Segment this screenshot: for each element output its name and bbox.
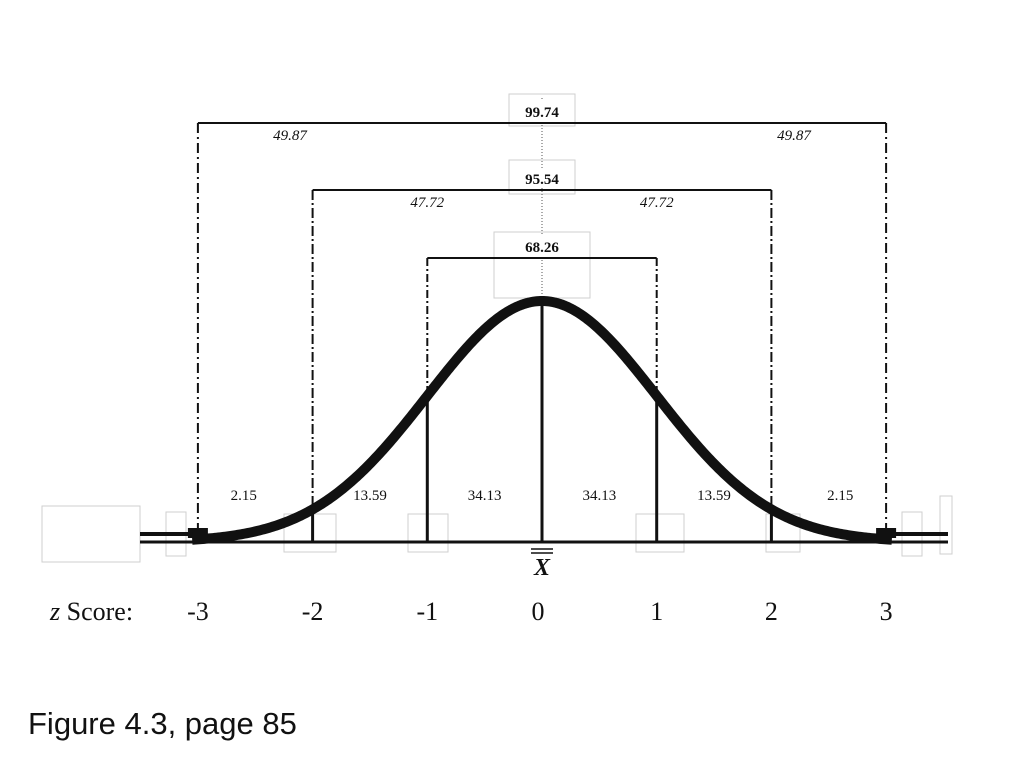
x-axis-label: z Score: <box>49 597 133 626</box>
segment-percent-label: 34.13 <box>468 488 502 504</box>
x-axis <box>140 532 948 544</box>
segment-percent-label: 13.59 <box>697 488 731 504</box>
x-tick-label: 0 <box>532 597 545 626</box>
x-tick-label: -3 <box>187 597 209 626</box>
segment-percent-label: 2.15 <box>827 488 853 504</box>
x-tick-label: 2 <box>765 597 778 626</box>
bracket-total-label: 68.26 <box>525 240 559 256</box>
curve-end-marker <box>187 528 208 538</box>
curve-end-marker <box>876 528 897 538</box>
scan-artifact-box <box>41 505 141 563</box>
x-tick-label: -1 <box>416 597 438 626</box>
normal-distribution-chart: 68.26 95.54 47.72 47.72 99.74 49.87 49.87 2.15 1… <box>41 93 953 626</box>
scan-artifact-box <box>939 495 953 555</box>
bracket-total-label: 99.74 <box>525 105 559 121</box>
x-tick-label: -2 <box>302 597 324 626</box>
bracket-left-half-label: 49.87 <box>273 128 308 144</box>
scan-artifact-box <box>635 513 685 553</box>
labels: 68.26 95.54 47.72 47.72 99.74 49.87 49.87 2.15 1… <box>49 105 893 626</box>
bracket-right-half-label: 47.72 <box>640 195 674 211</box>
figure-caption: Figure 4.3, page 85 <box>28 706 297 741</box>
x-tick-label: 3 <box>880 597 893 626</box>
bracket-total-label: 95.54 <box>525 172 559 188</box>
segment-percent-label: 2.15 <box>231 488 257 504</box>
segment-percent-label: 13.59 <box>353 488 387 504</box>
x-tick-label: 1 <box>650 597 663 626</box>
normal-curve <box>188 296 896 545</box>
bracket-total-bg <box>512 236 572 256</box>
z-symbol: z <box>49 597 60 626</box>
segment-percent-label: 34.13 <box>582 488 616 504</box>
bracket-total-bg <box>512 101 572 121</box>
bracket-total-bg <box>512 168 572 188</box>
bracket-left-half-label: 47.72 <box>410 195 444 211</box>
bell-curve-layer <box>187 296 897 545</box>
score-text: Score: <box>60 597 133 626</box>
mean-symbol: X <box>533 555 551 581</box>
bracket-right-half-label: 49.87 <box>777 128 812 144</box>
